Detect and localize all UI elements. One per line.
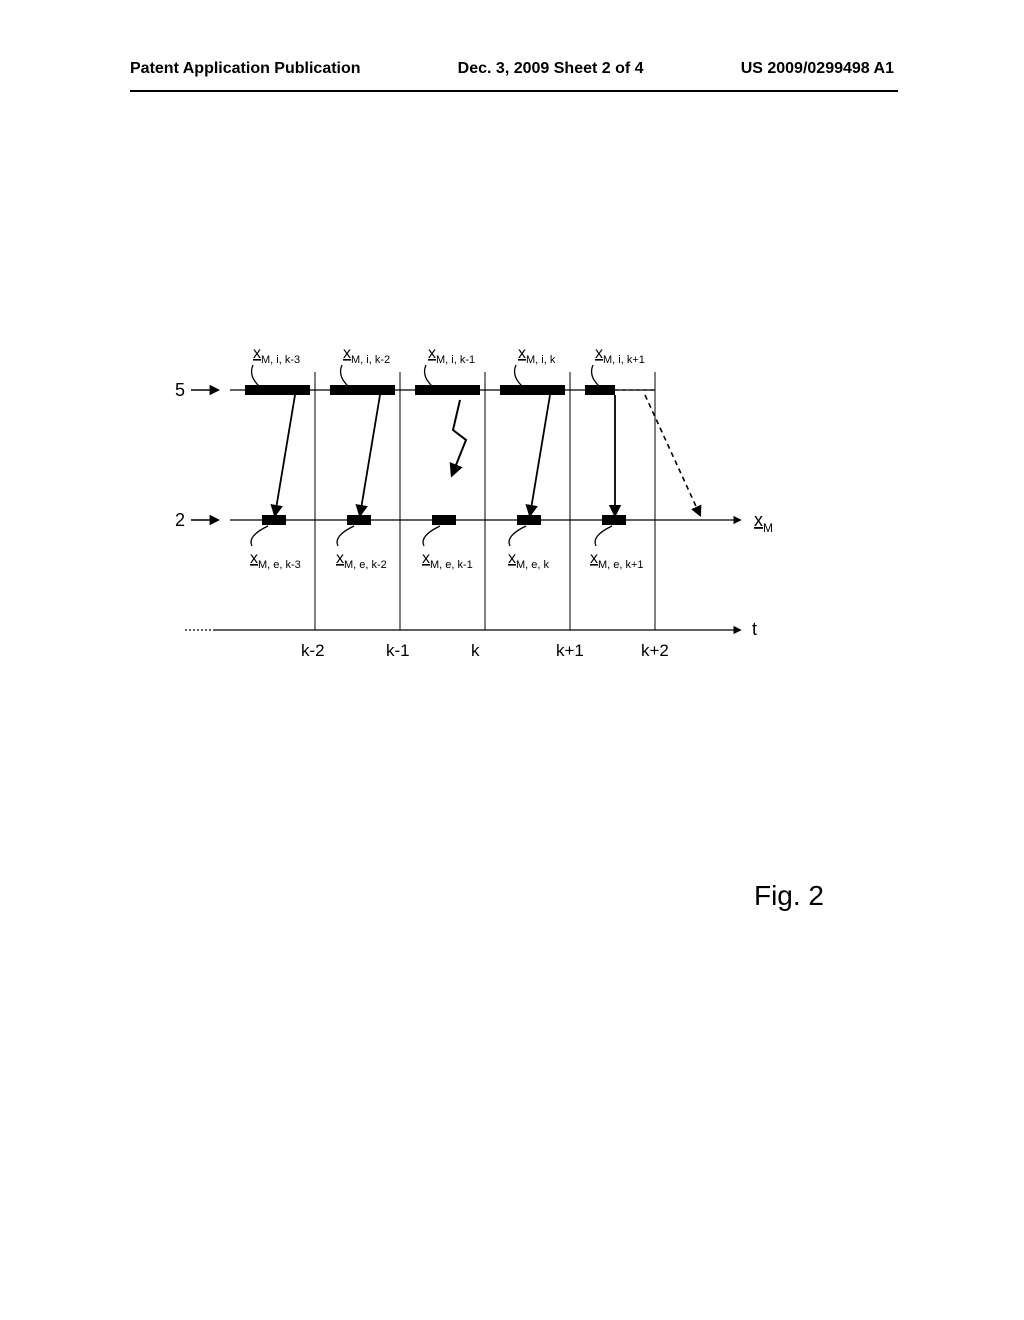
- svg-text:xM, e, k: xM, e, k: [508, 550, 550, 571]
- timing-diagram: 52xMtk-2k-1kk+1k+2xM, i, k-3xM, i, k-2xM…: [200, 340, 760, 700]
- figure-label: Fig. 2: [754, 880, 824, 912]
- svg-text:xM, i, k: xM, i, k: [518, 345, 556, 366]
- header-rule: [130, 90, 898, 92]
- svg-text:2: 2: [175, 510, 185, 530]
- svg-text:xM, i, k-3: xM, i, k-3: [253, 345, 300, 366]
- svg-text:xM, i, k-2: xM, i, k-2: [343, 345, 390, 366]
- svg-text:k-2: k-2: [301, 641, 325, 660]
- svg-text:xM: xM: [754, 510, 773, 535]
- svg-text:xM, e, k+1: xM, e, k+1: [590, 550, 644, 571]
- svg-text:k-1: k-1: [386, 641, 410, 660]
- diagram-svg: 52xMtk-2k-1kk+1k+2xM, i, k-3xM, i, k-2xM…: [200, 340, 820, 700]
- svg-text:xM, i, k+1: xM, i, k+1: [595, 345, 645, 366]
- header-right: US 2009/0299498 A1: [741, 60, 894, 78]
- svg-text:5: 5: [175, 380, 185, 400]
- svg-text:xM, e, k-1: xM, e, k-1: [422, 550, 473, 571]
- svg-text:k+2: k+2: [641, 641, 669, 660]
- header-left: Patent Application Publication: [130, 60, 361, 78]
- svg-text:xM, e, k-2: xM, e, k-2: [336, 550, 387, 571]
- svg-text:xM, i, k-1: xM, i, k-1: [428, 345, 475, 366]
- svg-text:xM, e, k-3: xM, e, k-3: [250, 550, 301, 571]
- svg-text:k: k: [471, 641, 480, 660]
- svg-text:t: t: [752, 619, 757, 639]
- page-header: Patent Application Publication Dec. 3, 2…: [0, 60, 1024, 78]
- svg-text:k+1: k+1: [556, 641, 584, 660]
- header-center: Dec. 3, 2009 Sheet 2 of 4: [458, 60, 644, 78]
